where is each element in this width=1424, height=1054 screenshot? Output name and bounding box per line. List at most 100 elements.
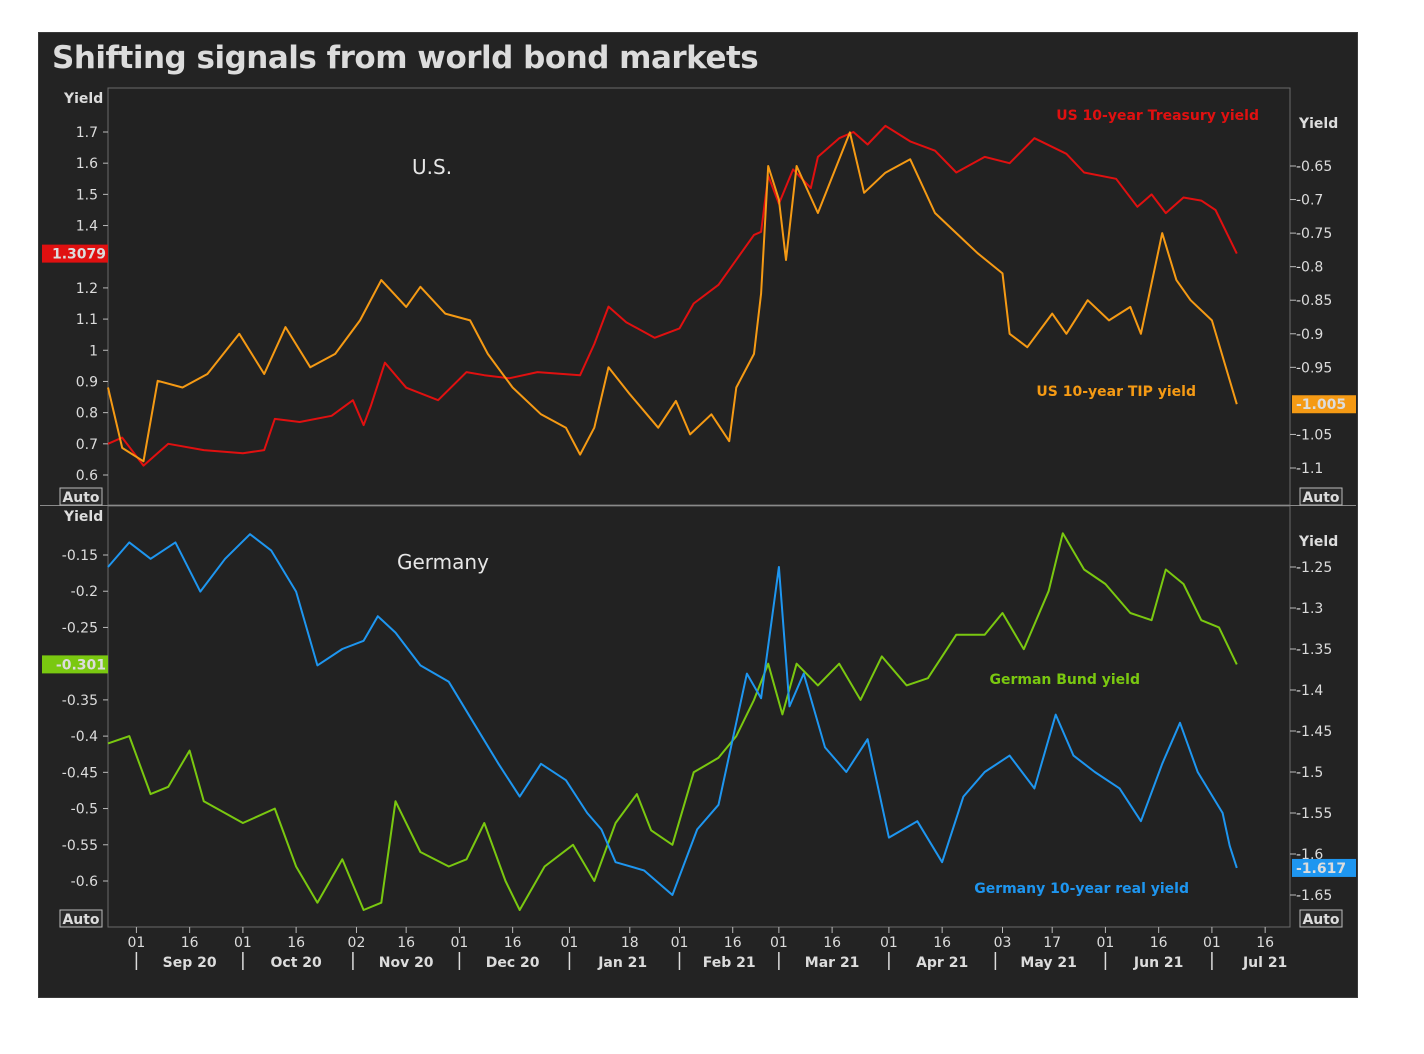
x-month-label: Dec 20 bbox=[486, 955, 540, 971]
x-month-label: Jun 21 bbox=[1133, 955, 1184, 971]
chart-title: Shifting signals from world bond markets bbox=[52, 40, 759, 76]
x-day-label: 16 bbox=[823, 935, 841, 951]
left-axis-label: Yield bbox=[63, 509, 103, 525]
left-tick-label: -0.25 bbox=[62, 620, 98, 636]
x-day-label: 01 bbox=[770, 935, 788, 951]
right-tick-label: -1.25 bbox=[1296, 560, 1332, 576]
x-day-label: 01 bbox=[1203, 935, 1221, 951]
left-tick-label: 0.7 bbox=[76, 437, 98, 453]
left-tick-label: 1.7 bbox=[76, 125, 98, 141]
x-month-label: Jan 21 bbox=[597, 955, 647, 971]
region-label: Germany bbox=[397, 550, 489, 574]
auto-label-left: Auto bbox=[62, 490, 99, 506]
right-tick-label: -0.8 bbox=[1296, 260, 1323, 276]
x-month-label: Jul 21 bbox=[1242, 955, 1287, 971]
x-day-label: 18 bbox=[621, 935, 639, 951]
right-tick-label: -1.45 bbox=[1296, 724, 1332, 740]
left-tick-label: -0.55 bbox=[62, 838, 98, 854]
left-tick-label: 1 bbox=[89, 343, 98, 359]
last-value-label: -0.301 bbox=[56, 657, 106, 673]
x-day-label: 02 bbox=[348, 935, 366, 951]
x-day-label: 01 bbox=[671, 935, 689, 951]
x-day-label: 16 bbox=[724, 935, 742, 951]
plot-area-2 bbox=[107, 505, 1291, 928]
x-day-label: 17 bbox=[1043, 935, 1061, 951]
x-month-label: Oct 20 bbox=[271, 955, 323, 971]
x-day-label: 01 bbox=[561, 935, 579, 951]
left-tick-label: 1.5 bbox=[76, 187, 98, 203]
x-day-label: 01 bbox=[127, 935, 145, 951]
x-day-label: 16 bbox=[1150, 935, 1168, 951]
series-label: German Bund yield bbox=[989, 672, 1140, 688]
right-tick-label: -1.55 bbox=[1296, 806, 1332, 822]
left-tick-label: -0.4 bbox=[71, 729, 98, 745]
right-tick-label: -1.1 bbox=[1296, 461, 1323, 477]
auto-box-left bbox=[59, 487, 103, 506]
right-tick-label: -0.95 bbox=[1296, 360, 1332, 376]
left-tick-label: -0.2 bbox=[71, 584, 98, 600]
right-tick-label: -1.5 bbox=[1296, 765, 1323, 781]
right-tick-label: -1.35 bbox=[1296, 642, 1332, 658]
last-value-badge bbox=[42, 655, 108, 674]
left-tick-label: -0.15 bbox=[62, 548, 98, 564]
x-month-label: Feb 21 bbox=[703, 955, 756, 971]
right-axis-label: Yield bbox=[1298, 116, 1338, 132]
auto-label-right: Auto bbox=[1302, 490, 1339, 506]
auto-label-right: Auto bbox=[1302, 912, 1339, 928]
x-day-label: 01 bbox=[1097, 935, 1115, 951]
left-tick-label: 0.9 bbox=[76, 374, 98, 390]
left-axis-label: Yield bbox=[63, 91, 103, 107]
left-tick-label: 1.1 bbox=[76, 312, 98, 328]
left-tick-label: 1.4 bbox=[76, 219, 98, 235]
right-tick-label: -1.65 bbox=[1296, 888, 1332, 904]
last-value-badge bbox=[1292, 858, 1356, 877]
x-day-label: 16 bbox=[287, 935, 305, 951]
last-value-label: -1.005 bbox=[1296, 397, 1346, 413]
right-tick-label: -1.3 bbox=[1296, 601, 1323, 617]
series-line bbox=[107, 533, 1238, 896]
auto-box-right bbox=[1299, 487, 1343, 506]
left-tick-label: 0.6 bbox=[76, 468, 98, 484]
right-tick-label: -1.05 bbox=[1296, 427, 1332, 443]
series-label: Germany 10-year real yield bbox=[974, 881, 1189, 897]
last-value-badge bbox=[42, 244, 108, 263]
auto-box-right bbox=[1299, 909, 1343, 928]
right-tick-label: -0.65 bbox=[1296, 159, 1332, 175]
series-line bbox=[107, 131, 1238, 463]
left-tick-label: 0.8 bbox=[76, 406, 98, 422]
series-line bbox=[107, 532, 1238, 911]
left-tick-label: 1.2 bbox=[76, 281, 98, 297]
x-month-label: Mar 21 bbox=[805, 955, 860, 971]
region-label: U.S. bbox=[412, 155, 452, 179]
series-line bbox=[107, 124, 1238, 467]
x-month-label: Sep 20 bbox=[163, 955, 217, 971]
x-day-label: 16 bbox=[933, 935, 951, 951]
left-tick-label: -0.5 bbox=[71, 802, 98, 818]
right-axis-label: Yield bbox=[1298, 534, 1338, 550]
x-day-label: 16 bbox=[181, 935, 199, 951]
right-tick-label: -1.4 bbox=[1296, 683, 1323, 699]
x-day-label: 01 bbox=[234, 935, 252, 951]
x-day-label: 16 bbox=[1256, 935, 1274, 951]
x-month-label: Apr 21 bbox=[916, 955, 968, 971]
x-day-label: 16 bbox=[504, 935, 522, 951]
auto-label-left: Auto bbox=[62, 912, 99, 928]
x-day-label: 01 bbox=[880, 935, 898, 951]
series-label: US 10-year TIP yield bbox=[1036, 384, 1196, 400]
x-day-label: 03 bbox=[994, 935, 1012, 951]
x-day-label: 01 bbox=[450, 935, 468, 951]
auto-box-left bbox=[59, 909, 103, 928]
x-day-label: 16 bbox=[397, 935, 415, 951]
right-tick-label: -0.9 bbox=[1296, 327, 1323, 343]
left-tick-label: -0.45 bbox=[62, 765, 98, 781]
left-tick-label: -0.35 bbox=[62, 693, 98, 709]
series-label: US 10-year Treasury yield bbox=[1056, 108, 1259, 124]
right-tick-label: -0.75 bbox=[1296, 226, 1332, 242]
plot-area-1 bbox=[107, 87, 1291, 506]
right-tick-label: -0.85 bbox=[1296, 293, 1332, 309]
left-tick-label: 1.6 bbox=[76, 156, 98, 172]
left-tick-label: -0.6 bbox=[71, 874, 98, 890]
x-month-label: May 21 bbox=[1020, 955, 1076, 971]
last-value-badge bbox=[1292, 395, 1356, 414]
